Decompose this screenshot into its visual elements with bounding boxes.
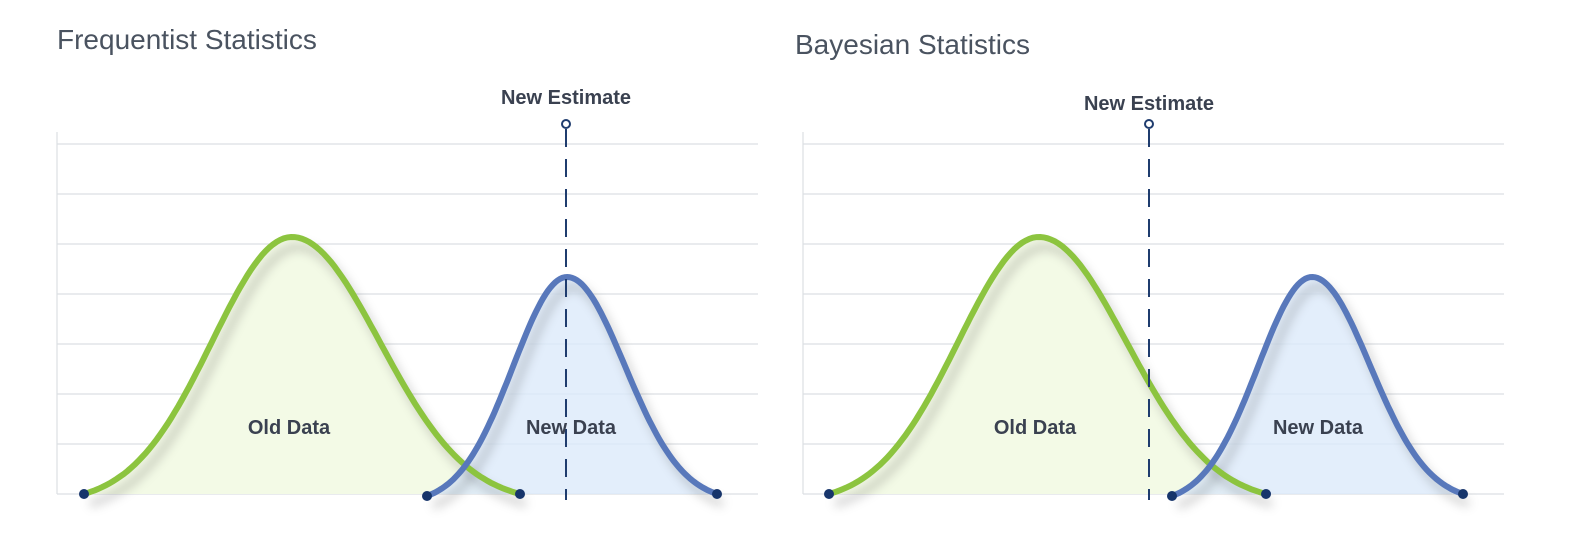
curve-area bbox=[829, 237, 1266, 494]
curve-area bbox=[84, 237, 520, 494]
estimate-marker bbox=[1144, 119, 1154, 129]
old-data-curve bbox=[81, 233, 523, 497]
endpoint-dot bbox=[1458, 489, 1468, 499]
endpoint-dot bbox=[712, 489, 722, 499]
new-data-curve bbox=[424, 273, 720, 499]
new-data-label: New Data bbox=[1273, 417, 1364, 439]
endpoint-dot bbox=[1167, 491, 1177, 501]
endpoint-dot bbox=[422, 491, 432, 501]
estimate-marker bbox=[561, 119, 571, 129]
new-data-curve bbox=[1169, 273, 1466, 499]
new-data-label: New Data bbox=[526, 417, 617, 439]
old-data-label: Old Data bbox=[248, 417, 331, 439]
old-data-curve bbox=[826, 233, 1269, 497]
endpoint-dot bbox=[79, 489, 89, 499]
endpoint-dot bbox=[824, 489, 834, 499]
frequentist-panel: Frequentist Statistics New Estimate Old D… bbox=[56, 24, 758, 510]
bayesian-panel: Bayesian Statistics New Estimate Old Data… bbox=[795, 29, 1504, 510]
panel-title: Frequentist Statistics bbox=[57, 24, 317, 55]
curve-area bbox=[427, 277, 717, 496]
panel-title: Bayesian Statistics bbox=[795, 29, 1030, 60]
old-data-label: Old Data bbox=[994, 417, 1077, 439]
estimate-label: New Estimate bbox=[501, 87, 631, 109]
curve-area bbox=[1172, 277, 1463, 496]
endpoint-dot bbox=[515, 489, 525, 499]
estimate-label: New Estimate bbox=[1084, 93, 1214, 115]
endpoint-dot bbox=[1261, 489, 1271, 499]
